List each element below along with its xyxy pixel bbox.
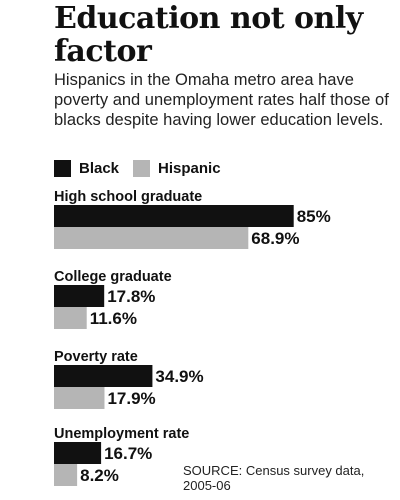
bar-hispanic-unemployment-rate bbox=[54, 464, 78, 486]
category-label-poverty-rate: Poverty rate bbox=[54, 349, 138, 365]
value-label-black-high-school-graduate: 85% bbox=[297, 207, 331, 226]
value-label-black-unemployment-rate: 16.7% bbox=[104, 444, 152, 463]
bar-black-poverty-rate bbox=[54, 365, 153, 387]
bar-hispanic-high-school-graduate bbox=[54, 227, 249, 249]
bar-hispanic-poverty-rate bbox=[54, 387, 105, 409]
bar-hispanic-college-graduate bbox=[54, 307, 87, 329]
value-label-black-poverty-rate: 34.9% bbox=[155, 367, 203, 386]
legend-item-black: Black bbox=[54, 159, 120, 177]
bar-black-unemployment-rate bbox=[54, 442, 102, 464]
chart-subtitle: Hispanics in the Omaha metro area have p… bbox=[54, 71, 389, 129]
legend-label-hispanic: Hispanic bbox=[158, 159, 221, 177]
legend-item-hispanic: Hispanic bbox=[133, 159, 221, 177]
value-label-black-college-graduate: 17.8% bbox=[107, 287, 155, 306]
legend-swatch-hispanic bbox=[133, 159, 151, 177]
value-label-hispanic-unemployment-rate: 8.2% bbox=[80, 466, 119, 485]
category-label-college-graduate: College graduate bbox=[54, 269, 172, 285]
bar-black-college-graduate bbox=[54, 285, 105, 307]
value-label-hispanic-college-graduate: 11.6% bbox=[90, 309, 137, 328]
value-label-hispanic-poverty-rate: 17.9% bbox=[107, 389, 155, 408]
legend: Black Hispanic bbox=[54, 158, 235, 178]
chart-title: Education not only factor bbox=[54, 1, 363, 69]
category-label-unemployment-rate: Unemployment rate bbox=[54, 426, 189, 442]
category-label-high-school-graduate: High school graduate bbox=[54, 189, 202, 205]
legend-label-black: Black bbox=[79, 159, 120, 177]
bar-black-high-school-graduate bbox=[54, 205, 294, 227]
source-note: SOURCE: Census survey data, 2005-06 bbox=[183, 463, 365, 493]
value-label-hispanic-high-school-graduate: 68.9% bbox=[251, 229, 299, 248]
legend-swatch-black bbox=[54, 159, 71, 177]
